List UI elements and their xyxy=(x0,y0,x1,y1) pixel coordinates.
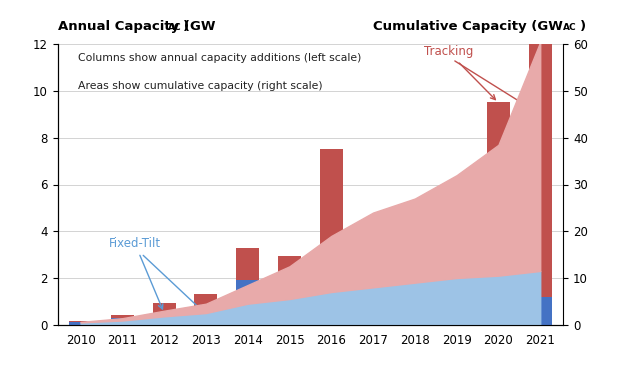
Text: Tracking: Tracking xyxy=(424,45,495,100)
Bar xyxy=(278,305,301,325)
Bar xyxy=(320,290,343,325)
Bar xyxy=(403,297,426,325)
Text: AC: AC xyxy=(563,23,577,32)
Bar xyxy=(487,101,510,305)
Text: Annual Capacity (GW: Annual Capacity (GW xyxy=(58,20,215,33)
Bar xyxy=(362,230,385,305)
Text: Fixed-Tilt: Fixed-Tilt xyxy=(109,237,163,309)
Bar xyxy=(362,305,385,325)
Bar xyxy=(69,321,92,323)
Bar xyxy=(153,313,175,325)
Text: Cumulative Capacity (GW: Cumulative Capacity (GW xyxy=(373,20,563,33)
Bar xyxy=(487,305,510,325)
Bar xyxy=(111,315,134,318)
Bar xyxy=(320,149,343,290)
Text: AC: AC xyxy=(168,23,182,32)
Bar xyxy=(529,39,552,297)
Bar xyxy=(403,232,426,297)
Bar xyxy=(69,323,92,325)
Bar xyxy=(111,318,134,325)
Bar xyxy=(236,280,259,325)
Text: ): ) xyxy=(183,20,189,33)
Text: Areas show cumulative capacity (right scale): Areas show cumulative capacity (right sc… xyxy=(78,81,323,91)
Bar xyxy=(445,287,468,325)
Bar xyxy=(236,248,259,280)
Bar xyxy=(195,294,218,314)
Bar xyxy=(529,297,552,325)
Bar xyxy=(278,256,301,305)
Text: Columns show annual capacity additions (left scale): Columns show annual capacity additions (… xyxy=(78,53,361,63)
Bar xyxy=(445,215,468,287)
Bar xyxy=(195,314,218,325)
Bar xyxy=(153,303,175,313)
Text: ): ) xyxy=(580,20,586,33)
